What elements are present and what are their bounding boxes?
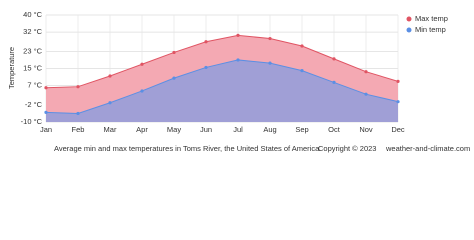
y-tick-label: 7 °C <box>27 81 42 90</box>
point <box>44 110 48 114</box>
point <box>300 44 304 48</box>
y-tick-label: -2 °C <box>25 100 43 109</box>
point <box>268 36 272 41</box>
line <box>45 59 399 114</box>
point <box>172 76 176 80</box>
point <box>108 74 112 78</box>
point <box>236 33 240 37</box>
point <box>140 62 144 66</box>
legend-label: Max temp <box>415 14 448 23</box>
caption: Average min and max temperatures in Toms… <box>54 144 320 153</box>
x-tick-label: Oct <box>328 125 341 134</box>
point <box>204 40 208 44</box>
chart: Temperature Average min and max temperat… <box>7 10 470 153</box>
x-tick-label: Sep <box>295 125 308 134</box>
legend-marker <box>406 27 412 33</box>
x-tick-label: Apr <box>136 125 148 134</box>
point <box>396 79 400 83</box>
x-tick-label: Mar <box>104 125 117 134</box>
point <box>204 65 208 70</box>
y-tick-label: 40 °C <box>23 10 42 19</box>
point <box>332 57 336 61</box>
point <box>236 58 240 62</box>
copyright: Copyright © 2023 <box>318 144 376 153</box>
x-tick-label: Dec <box>391 125 405 134</box>
point <box>300 69 304 73</box>
x-tick-label: Jun <box>200 125 212 134</box>
point <box>332 80 336 85</box>
line <box>45 34 399 89</box>
point <box>140 89 144 93</box>
point <box>44 86 48 90</box>
point <box>172 50 176 55</box>
y-tick-label: 23 °C <box>23 46 42 55</box>
point <box>364 70 368 74</box>
x-tick-label: May <box>167 125 181 134</box>
point <box>268 61 272 65</box>
y-tick-label: -10 °C <box>21 117 43 126</box>
x-tick-label: Nov <box>359 125 373 134</box>
y-axis-label: Temperature <box>7 47 16 89</box>
legend-marker <box>406 16 412 22</box>
x-tick-label: Jan <box>40 125 52 134</box>
point <box>76 85 80 89</box>
point <box>396 100 400 104</box>
y-tick-label: 15 °C <box>23 63 42 72</box>
legend-label: Min temp <box>415 25 446 34</box>
point <box>364 92 368 96</box>
site: weather-and-climate.com <box>385 144 470 153</box>
x-tick-label: Feb <box>72 125 85 134</box>
x-tick-label: Jul <box>233 125 243 134</box>
y-tick-label: 32 °C <box>23 27 42 36</box>
area <box>46 59 398 122</box>
point <box>108 101 112 105</box>
point <box>76 111 80 116</box>
x-tick-label: Aug <box>263 125 276 134</box>
